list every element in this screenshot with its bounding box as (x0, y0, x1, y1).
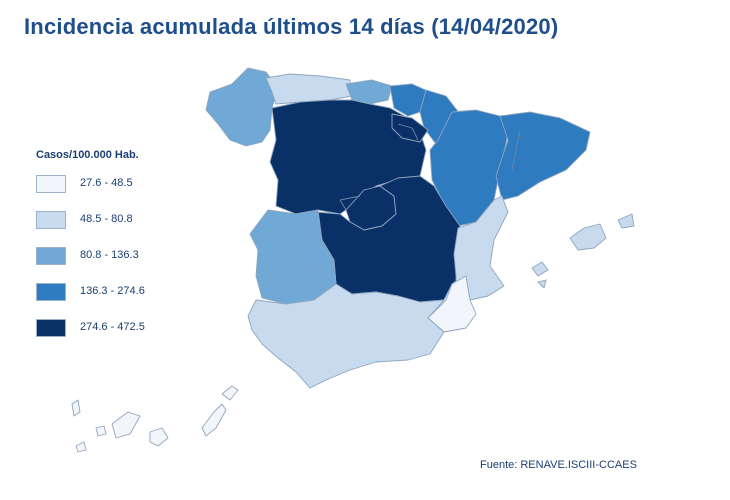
region-baleares-menorca (617, 213, 635, 229)
internal-border-2 (397, 123, 419, 141)
legend-item: 274.6 - 472.5 (36, 319, 236, 339)
legend-label: 274.6 - 472.5 (80, 321, 145, 333)
legend-swatch (36, 211, 66, 229)
region-cataluna (495, 111, 591, 201)
legend-label: 48.5 - 80.8 (80, 213, 133, 225)
region-baleares-mallorca (569, 223, 607, 251)
region-baleares-formentera (537, 279, 547, 289)
region-canarias-tenerife (111, 411, 141, 439)
source-note: Fuente: RENAVE.ISCIII-CCAES (480, 459, 637, 471)
region-canarias-lanzarote (221, 385, 239, 401)
legend-label: 80.8 - 136.3 (80, 249, 139, 261)
legend-item: 136.3 - 274.6 (36, 283, 236, 303)
region-canarias-la-gomera (95, 425, 107, 437)
region-canarias-la-palma (71, 399, 81, 417)
legend-item: 27.6 - 48.5 (36, 175, 236, 195)
legend-label: 136.3 - 274.6 (80, 285, 145, 297)
region-valencia (453, 195, 509, 301)
legend-swatch (36, 247, 66, 265)
region-canarias-el-hierro (75, 441, 87, 453)
legend-item: 48.5 - 80.8 (36, 211, 236, 231)
internal-border-1 (339, 195, 361, 211)
region-baleares-ibiza (531, 261, 549, 277)
legend-swatch (36, 175, 66, 193)
region-galicia (205, 67, 279, 147)
legend-item: 80.8 - 136.3 (36, 247, 236, 267)
internal-border-3 (511, 129, 521, 171)
region-la-rioja (391, 113, 429, 143)
map-title: Incidencia acumulada últimos 14 días (14… (24, 14, 559, 39)
legend-title: Casos/100.000 Hab. (36, 149, 139, 161)
legend-swatch (36, 283, 66, 301)
legend-swatch (36, 319, 66, 337)
region-canarias-fuerteventura (201, 403, 227, 437)
region-andalucia (247, 283, 445, 389)
region-canarias-gran-canaria (149, 427, 169, 447)
legend-label: 27.6 - 48.5 (80, 177, 133, 189)
region-asturias (265, 73, 353, 105)
